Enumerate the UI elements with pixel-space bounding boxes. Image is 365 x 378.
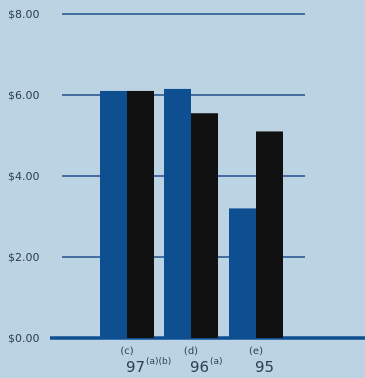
category-label: 97 bbox=[126, 358, 145, 376]
category-note: (c) bbox=[120, 346, 133, 357]
bar bbox=[256, 131, 283, 338]
category-superscript: (a) bbox=[210, 357, 223, 367]
x-axis-labels: (c)97 (a)(b) (d)96 (a) (e)95 bbox=[120, 346, 274, 376]
category-note: (e) bbox=[249, 346, 263, 357]
bar bbox=[191, 113, 218, 338]
category-superscript: (a)(b) bbox=[146, 357, 171, 367]
bars bbox=[100, 88, 283, 338]
y-tick-label: $6.00 bbox=[8, 89, 40, 102]
y-axis-ticks: $0.00 $2.00 $4.00 $6.00 $8.00 bbox=[8, 8, 40, 345]
category-label: 95 bbox=[255, 358, 274, 376]
bar bbox=[164, 88, 191, 338]
category-label: 96 bbox=[190, 358, 209, 376]
y-tick-label: $4.00 bbox=[8, 170, 40, 183]
bar bbox=[100, 90, 127, 338]
bar bbox=[229, 208, 256, 338]
bar bbox=[127, 90, 154, 338]
category-note: (d) bbox=[184, 346, 198, 357]
y-tick-label: $0.00 bbox=[8, 332, 40, 345]
y-tick-label: $8.00 bbox=[8, 8, 40, 21]
y-tick-label: $2.00 bbox=[8, 251, 40, 264]
